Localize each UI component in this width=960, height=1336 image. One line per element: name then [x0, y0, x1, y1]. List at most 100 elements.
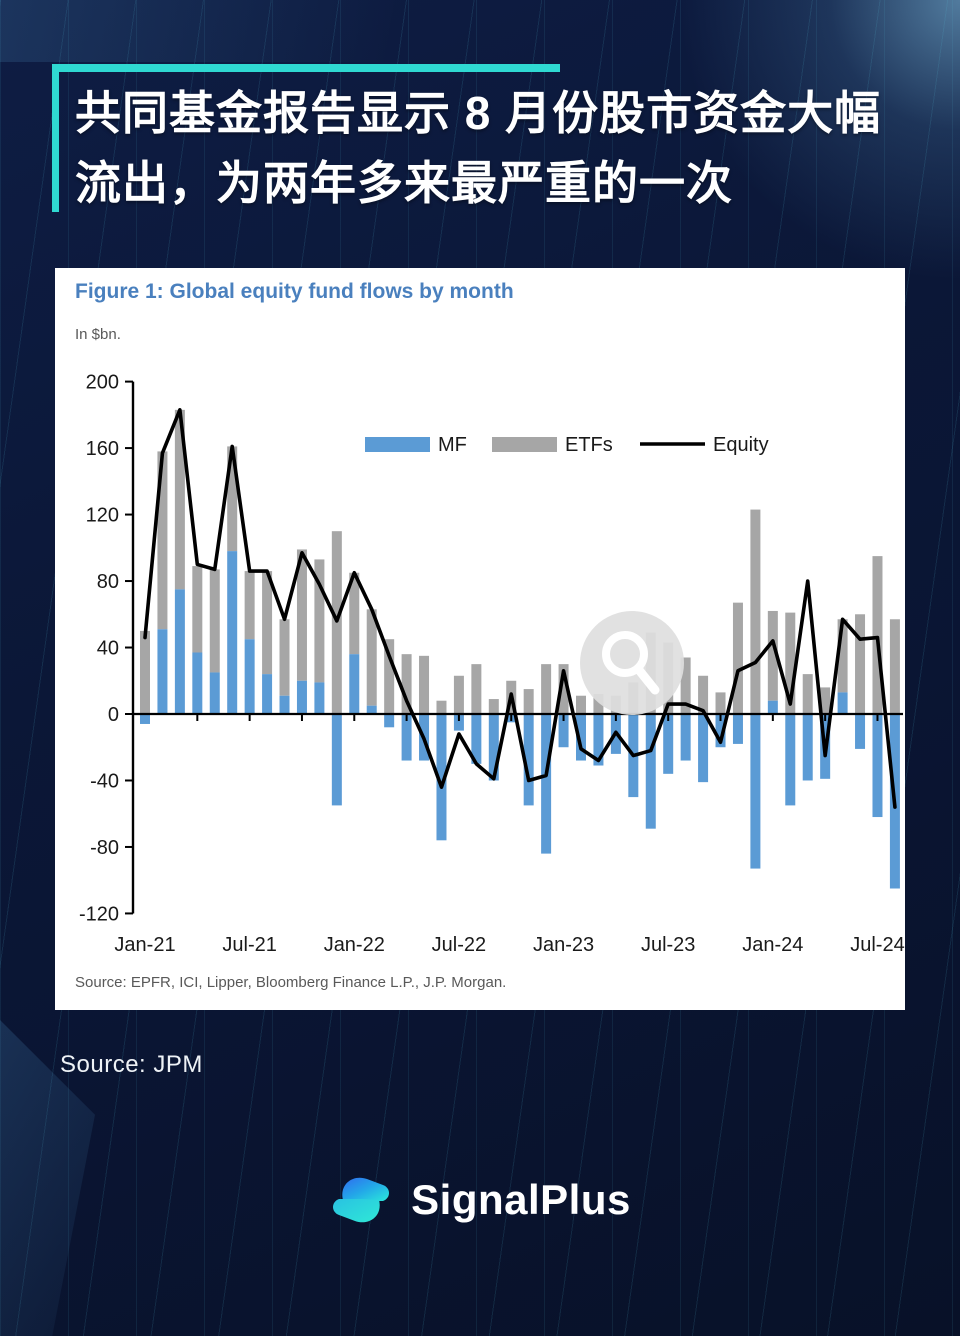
mf-bar	[645, 714, 656, 829]
mf-bar	[349, 654, 360, 714]
mf-bar	[192, 652, 203, 714]
y-axis-label: 40	[97, 638, 119, 660]
footer-brand: SignalPlus	[0, 1164, 960, 1236]
mf-bar	[593, 714, 604, 766]
etf-bar	[576, 695, 586, 714]
etf-bar	[366, 609, 377, 706]
etf-bar	[593, 694, 604, 714]
magnifier-watermark	[580, 611, 684, 715]
mf-bar	[663, 714, 674, 774]
etf-bar	[837, 619, 848, 693]
etf-bar	[436, 700, 447, 714]
mf-bar	[715, 714, 726, 748]
mf-bar	[140, 714, 150, 724]
mf-bar	[401, 714, 412, 761]
mf-bar	[698, 714, 709, 783]
etf-bar	[698, 675, 709, 714]
x-axis-label: Jan-24	[742, 934, 803, 956]
mf-bar	[314, 682, 325, 714]
etf-bar	[453, 675, 464, 714]
etf-bar	[401, 654, 412, 714]
mf-bar	[767, 700, 778, 714]
etf-bar	[419, 655, 430, 714]
fund-flows-chart: 200 160 120 80 40 0 -40 -80 -120 Jan-21 Jul-21 Jan-…	[79, 372, 905, 956]
x-axis-label: Jul-21	[222, 934, 276, 956]
x-axis-label: Jan-22	[324, 934, 385, 956]
headline-block: 共同基金报告显示 8 月份股市资金大幅 流出，为两年多来最严重的一次	[52, 64, 892, 218]
headline-line-1: 共同基金报告显示 8 月份股市资金大幅	[75, 87, 882, 139]
headline-accent-sidebar	[52, 64, 59, 212]
x-axis-label: Jul-22	[432, 934, 486, 956]
etf-bar	[767, 610, 778, 701]
etf-bar	[296, 549, 307, 681]
mf-bar	[558, 714, 569, 748]
etf-bar	[174, 409, 185, 590]
x-axis-label: Jan-21	[114, 934, 175, 956]
mf-bar	[855, 714, 866, 749]
magnifier-handle	[634, 665, 660, 695]
y-axis-label: 120	[86, 505, 119, 527]
etf-bar	[314, 559, 325, 683]
etf-bar	[209, 569, 220, 673]
y-axis-label: 200	[86, 372, 119, 394]
equity-line	[143, 408, 897, 809]
source-caption: Source: JPM	[60, 1051, 203, 1078]
mf-bar	[174, 589, 185, 714]
etf-bar	[279, 619, 290, 696]
mf-bar	[872, 714, 883, 818]
magnifier-icon	[602, 631, 648, 677]
etf-bar	[785, 612, 796, 714]
figure-units-label: In $bn.	[75, 326, 121, 343]
mf-bar	[209, 672, 220, 714]
signalplus-logo-icon	[333, 1177, 390, 1223]
mf-bar	[837, 692, 848, 714]
mf-bar	[576, 714, 586, 761]
mf-bar	[750, 714, 761, 869]
y-axis-label: -40	[90, 770, 119, 792]
headline-line-2: 流出，为两年多来最严重的一次	[75, 157, 733, 209]
headline-title: 共同基金报告显示 8 月份股市资金大幅 流出，为两年多来最严重的一次	[52, 64, 892, 218]
figure-title: Figure 1: Global equity fund flows by mo…	[75, 280, 514, 303]
etf-bar	[872, 556, 883, 714]
x-axis-label: Jul-24	[850, 934, 904, 956]
etf-bar	[262, 571, 273, 675]
etf-bar	[227, 446, 238, 552]
legend-etfs-swatch	[492, 437, 557, 452]
etf-bar	[488, 699, 499, 714]
mf-bar	[227, 551, 238, 714]
x-axis-label: Jan-23	[533, 934, 594, 956]
y-axis-label: -120	[79, 903, 119, 925]
mf-bar	[488, 714, 499, 781]
brand-name: SignalPlus	[411, 1176, 631, 1223]
etf-bar	[820, 687, 831, 714]
etf-bar	[889, 619, 900, 714]
y-axis-label: 80	[97, 571, 119, 593]
y-axis-label: 160	[86, 438, 119, 460]
mf-bar	[523, 714, 534, 806]
mf-bar	[279, 695, 290, 714]
mf-bar	[436, 714, 447, 841]
y-axis-label: 0	[108, 704, 119, 726]
y-axis-label: -80	[90, 837, 119, 859]
mf-bar	[296, 680, 307, 714]
mf-bar	[680, 714, 691, 761]
etf-bar	[523, 689, 534, 714]
legend-mf-label: MF	[438, 434, 467, 456]
mf-bar	[366, 705, 377, 714]
etf-bar	[384, 639, 395, 714]
etf-bar	[349, 572, 360, 655]
mf-bar	[785, 714, 796, 806]
mf-bar	[541, 714, 552, 854]
legend-equity-label: Equity	[713, 434, 769, 456]
mf-bar	[471, 714, 482, 764]
etf-bar	[140, 630, 150, 714]
etf-bar	[855, 614, 866, 714]
headline-accent-topbar	[52, 64, 560, 72]
mf-bar	[732, 714, 743, 744]
etf-bar	[802, 674, 813, 714]
mf-bar	[244, 639, 255, 714]
etf-bar	[715, 692, 726, 714]
mf-bar	[384, 714, 395, 728]
mf-bar	[802, 714, 813, 781]
etf-bar	[541, 664, 552, 714]
